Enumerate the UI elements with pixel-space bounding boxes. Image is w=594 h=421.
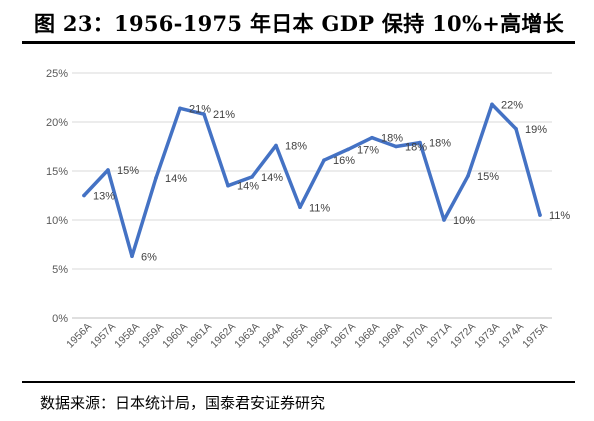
- data-point: [82, 193, 86, 198]
- data-point: [154, 176, 158, 180]
- data-label: 13%: [93, 191, 115, 203]
- y-tick-label: 25%: [46, 68, 68, 80]
- data-label: 6%: [141, 251, 157, 263]
- x-tick-label: 1967A: [328, 321, 358, 351]
- data-point: [178, 106, 182, 111]
- data-label: 11%: [549, 210, 570, 222]
- x-tick-label: 1961A: [184, 321, 214, 351]
- data-label: 15%: [477, 171, 499, 183]
- data-point: [538, 213, 542, 217]
- data-point: [490, 102, 494, 107]
- source-note: 数据来源：日本统计局，国泰君安证券研究: [40, 394, 326, 412]
- data-label: 17%: [357, 144, 379, 156]
- y-tick-label: 5%: [52, 264, 68, 276]
- data-point: [274, 143, 278, 148]
- x-tick-label: 1968A: [352, 321, 382, 351]
- source-rule: [22, 381, 575, 383]
- series-line: [82, 102, 542, 259]
- title-rule: [22, 41, 575, 44]
- data-label: 21%: [189, 103, 211, 115]
- data-point: [322, 158, 326, 163]
- x-tick-label: 1964A: [256, 321, 286, 351]
- x-tick-label: 1966A: [304, 321, 334, 351]
- data-point: [370, 135, 374, 140]
- y-tick-label: 10%: [46, 215, 68, 227]
- x-tick-label: 1973A: [472, 321, 502, 351]
- data-label: 18%: [429, 138, 451, 150]
- data-point: [298, 205, 302, 210]
- data-label: 14%: [237, 181, 259, 193]
- x-tick-label: 1975A: [520, 321, 550, 351]
- x-tick-label: 1957A: [88, 321, 118, 351]
- x-tick-label: 1974A: [496, 321, 526, 351]
- y-tick-label: 20%: [46, 117, 68, 129]
- data-point: [130, 254, 134, 259]
- data-point: [442, 218, 446, 222]
- data-label: 21%: [213, 109, 235, 121]
- data-label: 11%: [309, 202, 330, 214]
- y-tick-label: 0%: [52, 313, 68, 325]
- y-tick-label: 15%: [46, 166, 68, 178]
- data-label: 19%: [525, 124, 547, 136]
- data-point: [106, 168, 110, 172]
- data-label: 18%: [405, 142, 427, 154]
- x-tick-label: 1956A: [64, 321, 94, 351]
- x-tick-label: 1972A: [448, 321, 478, 351]
- data-label: 18%: [285, 141, 307, 153]
- data-point: [202, 112, 206, 116]
- data-point: [346, 147, 350, 152]
- data-label: 22%: [501, 99, 523, 111]
- data-label: 14%: [261, 172, 283, 184]
- x-tick-label: 1960A: [160, 321, 190, 351]
- x-tick-label: 1971A: [424, 321, 454, 351]
- data-label: 15%: [117, 165, 139, 177]
- data-point: [226, 183, 230, 188]
- x-tick-label: 1970A: [400, 321, 430, 351]
- data-label: 14%: [165, 173, 187, 185]
- data-point: [466, 174, 470, 178]
- data-point: [514, 127, 518, 131]
- x-tick-label: 1962A: [208, 321, 238, 351]
- x-tick-label: 1969A: [376, 321, 406, 351]
- x-tick-label: 1958A: [112, 321, 142, 351]
- data-label: 18%: [381, 133, 403, 145]
- data-point: [394, 144, 398, 149]
- data-label: 10%: [453, 215, 475, 227]
- x-tick-label: 1963A: [232, 321, 262, 351]
- data-point: [418, 140, 422, 145]
- x-tick-label: 1959A: [136, 321, 166, 351]
- x-tick-label: 1965A: [280, 321, 310, 351]
- data-point: [250, 175, 254, 179]
- data-label: 16%: [333, 155, 355, 167]
- figure-title: 图 23：1956-1975 年日本 GDP 保持 10%+高增长: [34, 11, 564, 36]
